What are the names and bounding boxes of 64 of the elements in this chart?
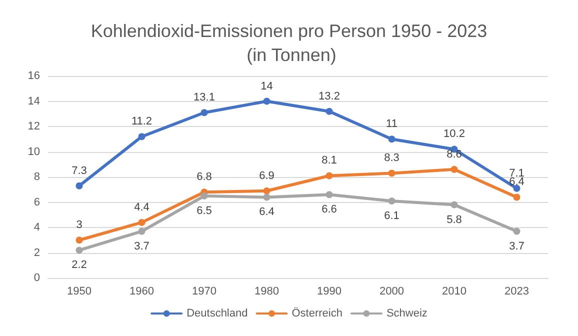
point [138, 218, 146, 226]
legend-label: Deutschland [186, 308, 248, 320]
data-label: 3 [76, 219, 82, 232]
data-label: 13.2 [318, 90, 340, 102]
point [450, 201, 458, 208]
chart-title: Kohlendioxid-Emissionen pro Person 1950 - 2023 (in Tonnen) [90, 21, 488, 65]
data-label: 4.4 [134, 201, 150, 214]
point [388, 136, 396, 143]
point [263, 194, 270, 201]
data-label: 14 [260, 80, 273, 92]
point [138, 228, 146, 235]
point [388, 170, 396, 177]
point [76, 182, 83, 190]
point [263, 187, 270, 194]
point [326, 191, 333, 198]
y-tick-label: 6 [34, 196, 40, 208]
point [513, 194, 520, 201]
data-label: 11 [386, 118, 398, 130]
point [200, 109, 208, 116]
point [200, 192, 208, 200]
x-tick-label: 1970 [192, 286, 216, 298]
legend-label: Schweiz [386, 308, 428, 320]
point [450, 166, 458, 173]
y-tick-label: 14 [28, 95, 40, 108]
data-label: 6.5 [196, 204, 212, 217]
data-label: 6.1 [384, 210, 400, 222]
point [513, 228, 520, 235]
data-label: 7.3 [72, 164, 87, 177]
point [76, 236, 83, 244]
data-label: 13.1 [194, 92, 215, 104]
y-tick-label: 10 [28, 146, 40, 158]
x-tick-label: 1980 [254, 286, 279, 298]
x-tick-label: 1950 [67, 286, 92, 298]
point [76, 246, 83, 254]
y-tick-label: 0 [34, 272, 40, 284]
y-tick-label: 16 [28, 70, 40, 82]
x-tick-label: 2023 [504, 286, 529, 298]
data-label: 6.8 [196, 171, 212, 184]
data-label: 6.4 [259, 206, 274, 218]
data-label: 11.2 [131, 116, 152, 128]
legend-label: Österreich [292, 306, 342, 320]
point [263, 98, 270, 105]
data-label: 3.7 [509, 240, 524, 252]
point [326, 108, 333, 115]
data-label: 2.2 [72, 259, 87, 272]
data-label: 5.8 [446, 214, 462, 226]
point [138, 133, 146, 140]
x-tick-label: 2010 [442, 286, 466, 298]
x-tick-label: 2000 [380, 286, 404, 298]
x-tick-label: 1960 [130, 286, 154, 298]
data-label: 6.9 [259, 170, 274, 182]
data-label: 10.2 [444, 128, 465, 140]
point [326, 172, 333, 180]
y-tick-label: 2 [34, 246, 40, 259]
point [388, 197, 396, 204]
data-label: 3.7 [134, 240, 150, 252]
data-label: 8.1 [322, 154, 337, 167]
data-label: 8.3 [384, 152, 400, 164]
y-tick-label: 12 [28, 120, 40, 132]
data-label: 6.4 [509, 176, 524, 188]
data-label: 6.6 [322, 204, 337, 216]
y-tick-label: 4 [34, 222, 40, 234]
x-tick-label: 1990 [317, 286, 342, 298]
y-tick-label: 8 [34, 171, 40, 183]
